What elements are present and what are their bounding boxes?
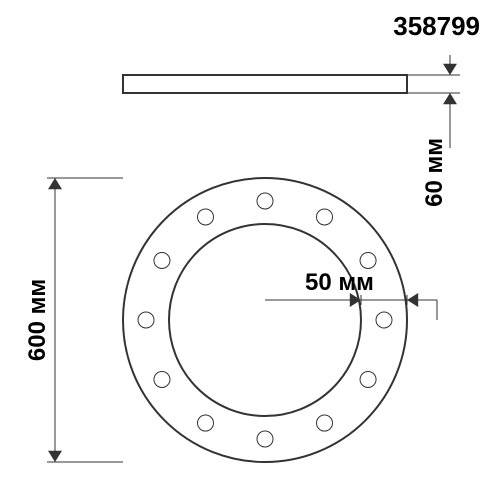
mounting-hole: [360, 372, 376, 388]
mounting-hole: [376, 312, 392, 328]
height-label: 60 мм: [421, 138, 448, 207]
mounting-hole: [317, 209, 333, 225]
mounting-hole: [154, 372, 170, 388]
side-view: [123, 75, 407, 93]
mounting-hole: [257, 193, 273, 209]
mounting-hole: [317, 415, 333, 431]
ring-outer: [123, 178, 407, 462]
mounting-hole: [257, 431, 273, 447]
mounting-hole: [198, 209, 214, 225]
ring-inner: [169, 224, 361, 416]
mounting-hole: [360, 253, 376, 269]
ring-width-label: 50 мм: [305, 269, 374, 296]
mounting-hole: [138, 312, 154, 328]
diameter-label: 600 мм: [24, 279, 51, 361]
mounting-hole: [198, 415, 214, 431]
product-id: 358799: [393, 11, 480, 41]
mounting-hole: [154, 253, 170, 269]
